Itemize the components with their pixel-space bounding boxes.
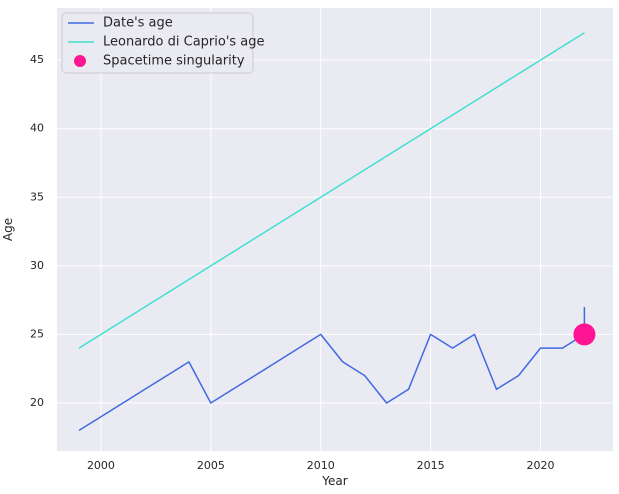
x-tick-label: 2000 (87, 459, 115, 472)
y-tick-label: 20 (30, 396, 44, 409)
y-axis-ticks: 20 25 30 35 40 45 (30, 53, 44, 409)
y-tick-label: 30 (30, 259, 44, 272)
y-tick-label: 40 (30, 122, 44, 135)
legend: Date's age Leonardo di Caprio's age Spacet… (61, 12, 265, 74)
series-line-0 (78, 307, 586, 432)
y-tick-label: 45 (30, 53, 44, 66)
legend-entry-label: Spacetime singularity (103, 54, 245, 69)
x-axis-ticks: 2000 2005 2010 2015 2020 (87, 459, 555, 472)
plot-area (57, 8, 613, 451)
points-layer (573, 323, 596, 346)
x-tick-label: 2010 (307, 459, 335, 472)
legend-swatch (74, 55, 86, 67)
singularity-point (573, 323, 596, 346)
x-tick-label: 2005 (197, 459, 225, 472)
x-tick-label: 2020 (526, 459, 554, 472)
x-axis-label: Year (321, 474, 347, 488)
legend-entry-label: Leonardo di Caprio's age (103, 35, 265, 50)
y-tick-label: 35 (30, 190, 44, 203)
y-axis-label: Age (1, 218, 15, 241)
y-tick-label: 25 (30, 327, 44, 340)
series-layer (78, 32, 586, 432)
x-tick-label: 2015 (417, 459, 445, 472)
legend-entry-label: Date's age (103, 16, 173, 31)
series-line-1 (78, 32, 585, 349)
legend-box (61, 12, 254, 74)
